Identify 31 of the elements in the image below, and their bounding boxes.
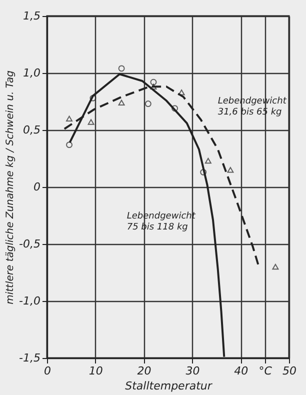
y-tick-label: 1,0	[23, 66, 40, 80]
point	[227, 167, 234, 173]
point	[150, 78, 157, 86]
point	[200, 168, 207, 176]
y-tick-label: 0	[34, 180, 40, 194]
y-tick-label: 0,5	[23, 124, 40, 136]
y-tick-label: 1,5	[23, 10, 40, 22]
point	[118, 65, 125, 72]
point	[66, 142, 73, 148]
x-tick-label: 30	[186, 364, 200, 378]
x-tick-label: 20	[137, 364, 152, 378]
point	[118, 100, 125, 106]
x-tick-label: °C	[258, 364, 272, 378]
point	[66, 116, 73, 122]
point	[144, 100, 152, 108]
x-tick-label: 50	[282, 364, 296, 378]
y-axis-title: mittlere tägliche Zunahme kg / Schwein u. Tag	[5, 70, 16, 304]
x-tick-label: 0	[44, 364, 51, 378]
point	[204, 158, 212, 164]
x-tick-label: 40	[234, 364, 248, 378]
y-tick-label: -1,0	[19, 294, 40, 308]
point	[90, 94, 96, 102]
point	[150, 84, 157, 90]
y-tick-label: -1,5	[19, 352, 40, 364]
x-tick-label: 10	[88, 364, 103, 378]
point	[172, 105, 178, 112]
x-axis-title: Stalltemperatur	[125, 380, 214, 392]
point	[272, 264, 279, 270]
point	[178, 90, 185, 96]
point	[88, 119, 94, 125]
y-tick-label: -0,5	[19, 238, 40, 250]
